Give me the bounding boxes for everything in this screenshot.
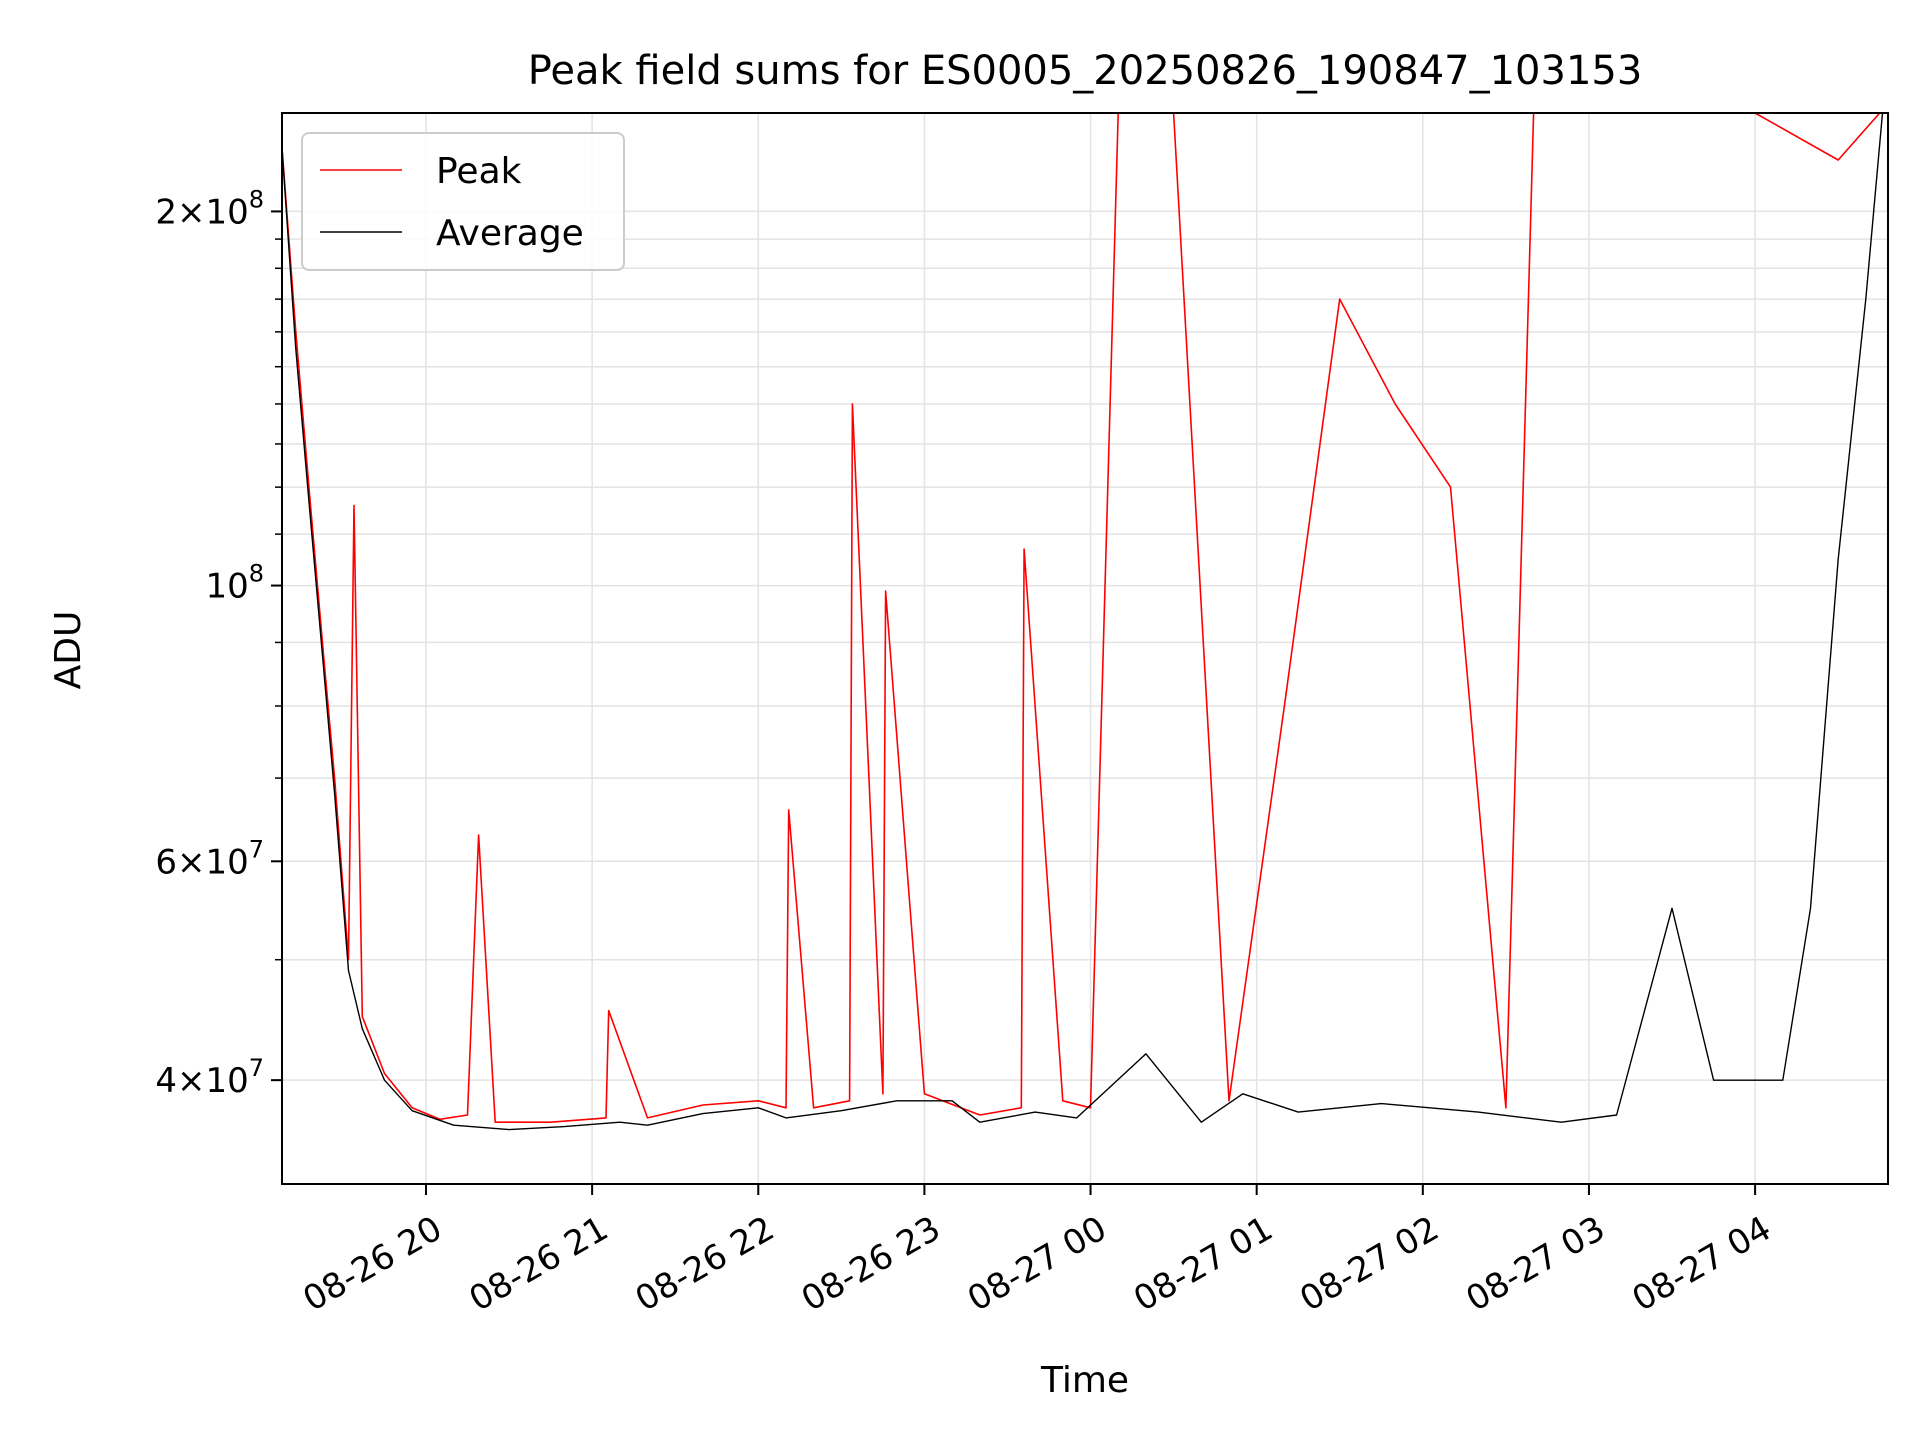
grid — [282, 113, 1888, 1184]
y-tick-label: 6×107 — [155, 835, 264, 882]
series-line-average — [282, 113, 1884, 1131]
y-tick-label: 108 — [205, 560, 264, 607]
y-tick-label: 4×107 — [155, 1054, 264, 1101]
series-layer — [282, 113, 1884, 1131]
series-line-peak — [282, 113, 1881, 1123]
legend-label-peak: Peak — [436, 151, 522, 192]
plot-area — [282, 113, 1888, 1184]
legend-label-average: Average — [436, 213, 584, 254]
legend-box — [301, 132, 625, 271]
plot-frame — [281, 112, 1889, 1185]
legend: Peak Average — [301, 132, 625, 271]
x-axis-label: Time — [1040, 1360, 1129, 1401]
y-axis-label: ADU — [48, 611, 89, 690]
y-tick-label: 2×108 — [155, 185, 264, 232]
y-axis: 4×107 6×107 108 2×108 — [155, 185, 282, 1101]
chart-title: Peak field sums for ES0005_20250826_1908… — [528, 48, 1643, 94]
